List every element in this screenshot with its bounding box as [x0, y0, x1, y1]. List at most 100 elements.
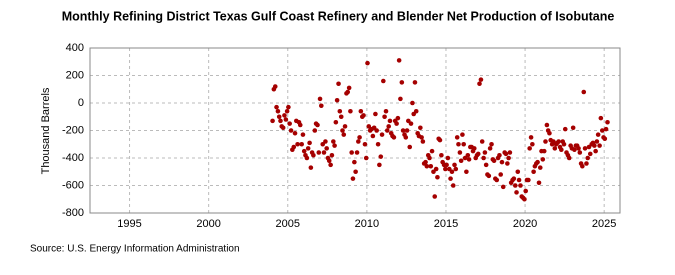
- point: [274, 104, 279, 110]
- point: [412, 80, 418, 85]
- point: [482, 150, 488, 155]
- point: [437, 137, 443, 143]
- source-note: Source: U.S. Energy Information Administ…: [30, 244, 240, 255]
- point: [334, 97, 340, 103]
- point: [381, 78, 386, 84]
- x-tick-label: 2025: [592, 218, 616, 230]
- point: [378, 154, 384, 159]
- point: [561, 141, 567, 147]
- point: [328, 162, 333, 168]
- point: [489, 141, 494, 147]
- point: [407, 144, 413, 150]
- point: [350, 176, 356, 181]
- point: [543, 139, 548, 144]
- y-tick-label: -800: [62, 207, 84, 219]
- point: [362, 141, 368, 147]
- point: [503, 151, 509, 157]
- point: [340, 128, 345, 133]
- point: [308, 165, 314, 170]
- point: [494, 177, 500, 183]
- x-tick-label: 2010: [355, 218, 379, 230]
- point: [384, 128, 390, 133]
- y-tick-label: 0: [78, 97, 84, 109]
- point: [408, 121, 414, 126]
- point: [452, 162, 457, 168]
- point: [353, 169, 358, 175]
- point: [483, 162, 489, 168]
- point: [280, 125, 286, 131]
- point: [595, 132, 601, 137]
- point: [572, 147, 577, 153]
- point: [319, 103, 324, 109]
- point: [559, 147, 564, 153]
- point: [449, 169, 455, 175]
- point: [435, 174, 440, 180]
- point: [450, 183, 456, 188]
- point: [324, 146, 329, 151]
- point: [286, 104, 291, 110]
- point: [291, 144, 297, 150]
- point: [471, 146, 477, 151]
- point: [481, 155, 486, 161]
- point: [540, 157, 546, 162]
- point: [424, 163, 430, 169]
- point: [396, 58, 402, 63]
- point: [594, 139, 600, 144]
- point: [602, 136, 608, 142]
- point: [516, 177, 522, 183]
- point: [413, 108, 419, 114]
- point: [576, 146, 581, 151]
- y-tick-label: -600: [62, 179, 84, 191]
- point: [597, 143, 602, 148]
- point: [429, 148, 435, 154]
- point: [321, 150, 327, 155]
- point: [428, 163, 434, 169]
- point: [479, 139, 485, 144]
- point: [547, 130, 552, 136]
- point: [278, 118, 283, 124]
- point: [358, 108, 364, 114]
- point: [587, 151, 593, 157]
- chart-title: Monthly Refining District Texas Gulf Coa…: [62, 9, 615, 23]
- point: [398, 96, 403, 102]
- point: [386, 124, 391, 129]
- point: [528, 135, 534, 140]
- point: [304, 155, 310, 161]
- point: [444, 162, 449, 168]
- point: [511, 176, 517, 181]
- y-axis-label: Thousand Barrels: [40, 87, 52, 174]
- point: [499, 159, 505, 165]
- point: [577, 150, 583, 155]
- point: [295, 141, 300, 147]
- point: [518, 183, 523, 188]
- point: [377, 162, 382, 168]
- point: [410, 100, 415, 106]
- point: [365, 60, 370, 66]
- point: [592, 143, 597, 148]
- plot-frame: [89, 47, 621, 214]
- point: [323, 139, 328, 144]
- point: [478, 77, 484, 82]
- points: [270, 58, 610, 202]
- point: [531, 169, 536, 175]
- point: [522, 196, 527, 202]
- point: [541, 148, 547, 154]
- point: [556, 139, 561, 144]
- point: [382, 114, 387, 120]
- point: [544, 122, 550, 128]
- point: [497, 152, 502, 158]
- point: [312, 128, 318, 133]
- point: [605, 119, 610, 125]
- point: [275, 108, 281, 114]
- x-tick-label: 2005: [276, 218, 300, 230]
- point: [500, 184, 506, 190]
- point: [348, 108, 353, 114]
- point: [331, 139, 336, 144]
- point: [301, 148, 307, 154]
- point: [486, 173, 492, 179]
- point: [373, 111, 378, 117]
- point: [562, 126, 568, 132]
- point: [297, 122, 303, 128]
- point: [346, 85, 352, 91]
- point: [445, 155, 451, 161]
